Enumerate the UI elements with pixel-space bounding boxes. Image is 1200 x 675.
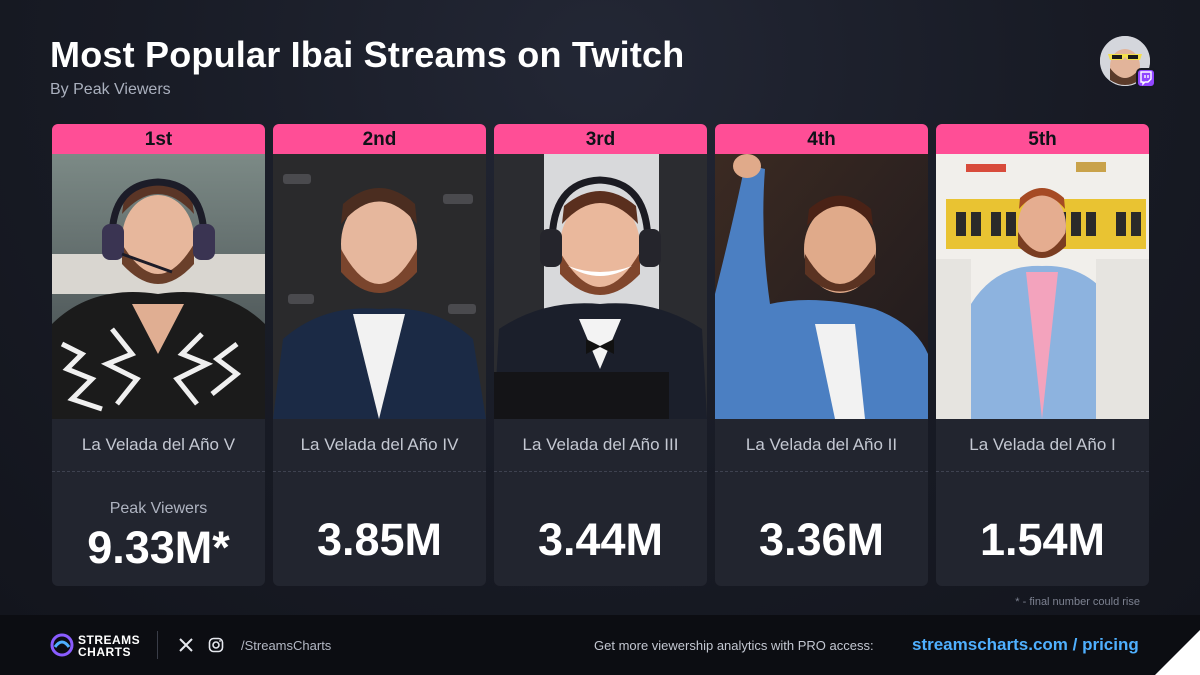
stream-photo [936, 154, 1149, 419]
streamscharts-logo-icon [50, 633, 74, 657]
stream-photo [273, 154, 486, 419]
value-box: 3.36M [715, 472, 928, 586]
twitch-icon [1136, 68, 1156, 88]
card-divider [273, 471, 486, 472]
peak-viewers-value: 1.54M [979, 514, 1106, 565]
footer-separator [157, 631, 158, 659]
brand-name[interactable]: STREAMS CHARTS [78, 634, 140, 658]
stream-photo [715, 154, 928, 419]
ranking-card: 3rd La Velada del Año III 3.44 [494, 124, 707, 586]
ranking-card: 4th La Velada del Año II 3.36M [715, 124, 928, 586]
streamer-photo-image [494, 154, 707, 419]
rank-label: 4th [715, 124, 928, 154]
card-divider [936, 471, 1149, 472]
ranking-card: 2nd La Velada del Año IV 3.85M [273, 124, 486, 586]
peak-viewers-value: 3.85M [316, 514, 443, 565]
value-box: Peak Viewers 9.33M* [52, 472, 265, 586]
stream-photo [494, 154, 707, 419]
ranking-card: 5th [936, 124, 1149, 586]
value-box: 3.85M [273, 472, 486, 586]
instagram-icon[interactable] [208, 637, 224, 653]
card-divider [715, 471, 928, 472]
stream-name: La Velada del Año III [522, 435, 679, 454]
page-subtitle: By Peak Viewers [50, 81, 171, 98]
value-box: 1.54M [936, 472, 1149, 586]
stream-name: La Velada del Año IV [300, 435, 459, 454]
x-icon[interactable] [178, 637, 194, 653]
corner-accent [1155, 630, 1200, 675]
peak-viewers-value: 3.36M [758, 514, 885, 565]
rank-label: 5th [936, 124, 1149, 154]
social-handle[interactable]: /StreamsCharts [241, 638, 332, 653]
streamer-photo-image [715, 154, 928, 419]
value-box: 3.44M [494, 472, 707, 586]
rank-label: 3rd [494, 124, 707, 154]
brand-line-2: CHARTS [78, 645, 131, 659]
rank-label: 2nd [273, 124, 486, 154]
streamer-photo-image [52, 154, 265, 419]
streamer-photo-image [273, 154, 486, 419]
ranking-card: 1st La Vela [52, 124, 265, 586]
stream-name: La Velada del Año II [745, 435, 898, 454]
peak-viewers-value: 9.33M* [87, 522, 230, 573]
card-divider [494, 471, 707, 472]
rank-label: 1st [52, 124, 265, 154]
streamer-photo-image [936, 154, 1149, 419]
pricing-link[interactable]: streamscharts.com / pricing [912, 635, 1139, 654]
page-title: Most Popular Ibai Streams on Twitch [50, 34, 685, 75]
stream-name: La Velada del Año V [81, 435, 236, 454]
ranking-cards: 1st La Vela [52, 124, 1149, 586]
brand-line-1: STREAMS [78, 633, 141, 647]
promo-text: Get more viewership analytics with PRO a… [594, 638, 874, 653]
stream-photo [52, 154, 265, 419]
stream-name: La Velada del Año I [969, 435, 1116, 454]
footnote: * - final number could rise [1015, 596, 1140, 608]
peak-viewers-value: 3.44M [537, 514, 664, 565]
footer: STREAMS CHARTS /StreamsCharts Get more v… [0, 615, 1200, 675]
avatar [1100, 36, 1150, 86]
card-divider [52, 471, 265, 472]
peak-viewers-label: Peak Viewers [109, 500, 208, 517]
